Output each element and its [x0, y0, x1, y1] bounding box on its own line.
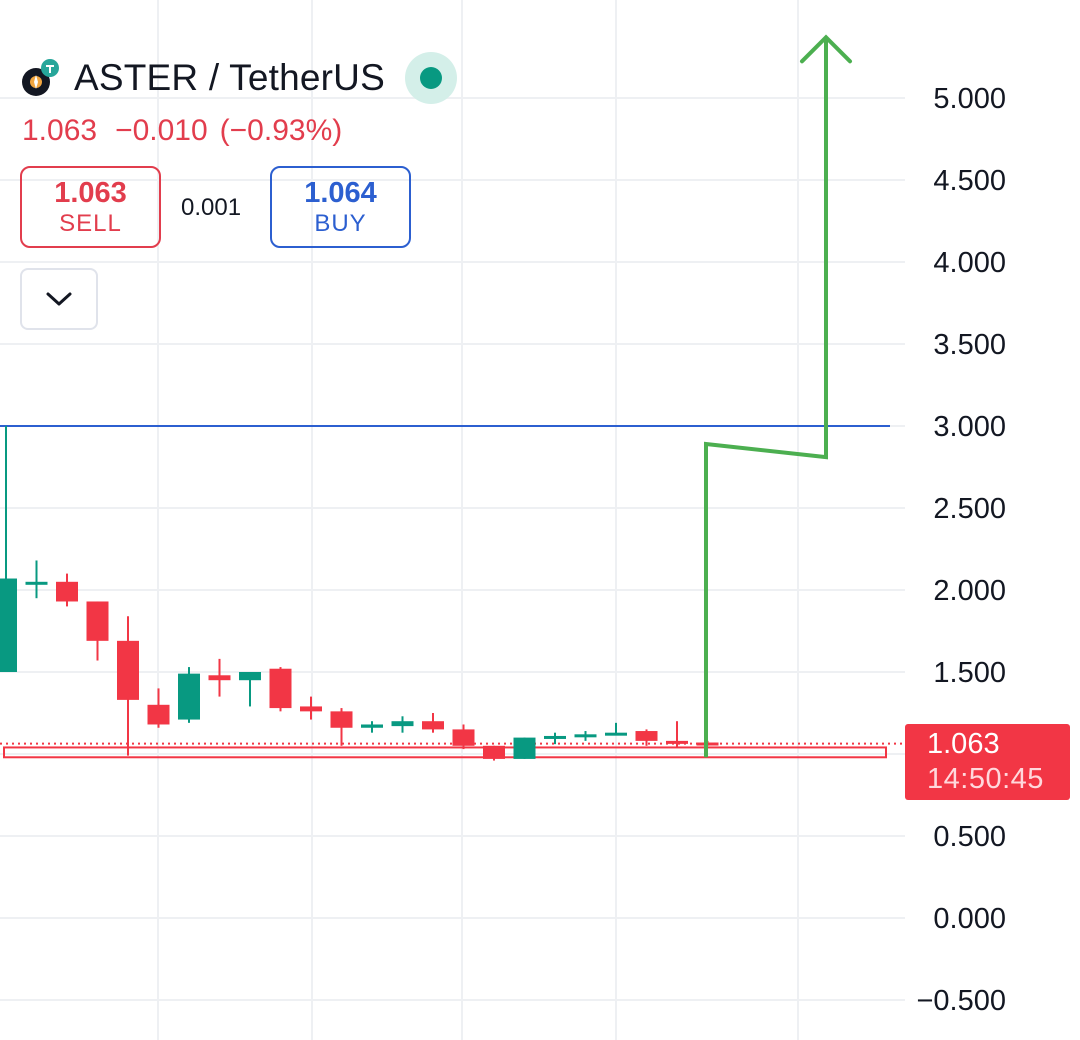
- axis-tick-label: 3.000: [933, 411, 1006, 443]
- sell-button[interactable]: 1.063 SELL: [20, 166, 161, 248]
- candle-up: [605, 722, 627, 736]
- collapse-button[interactable]: [20, 268, 98, 330]
- candle-body: [605, 732, 627, 736]
- candle-body: [178, 673, 200, 720]
- axis-tick-label: 2.500: [933, 493, 1006, 525]
- candle-up: [25, 560, 48, 599]
- candle-down: [666, 721, 688, 748]
- spread-value: 0.001: [181, 194, 242, 221]
- candle-up: [0, 426, 17, 672]
- axis-tick-label: 1.500: [933, 657, 1006, 689]
- candle-up: [513, 737, 536, 759]
- support-zone: [0, 742, 905, 759]
- candle-down: [208, 658, 231, 697]
- zone-rectangle: [3, 746, 887, 759]
- candles: [0, 426, 719, 761]
- aster-logo-icon: [22, 59, 59, 96]
- axis-tick-label: 4.000: [933, 247, 1006, 279]
- axis-tick-label: −0.500: [916, 985, 1006, 1017]
- candle-down: [483, 745, 505, 761]
- candle-body: [574, 734, 597, 738]
- axis-tick-label: 5.000: [933, 83, 1006, 115]
- buy-label: BUY: [314, 209, 367, 237]
- candle-body: [0, 578, 17, 672]
- candle-body: [86, 601, 109, 641]
- candle-up: [544, 732, 566, 745]
- candle-down: [117, 616, 139, 756]
- price-change-percent: (−0.93%): [219, 114, 343, 147]
- candle-body: [330, 711, 353, 728]
- candle-body: [269, 668, 292, 709]
- chevron-down-icon: [46, 292, 72, 306]
- candle-down: [635, 729, 658, 746]
- green-dot-icon: [419, 67, 442, 89]
- last-price: 1.063: [22, 114, 98, 147]
- candle-body: [635, 731, 658, 741]
- price-change-row: 1.063 −0.010 (−0.93%): [22, 114, 342, 148]
- candle-down: [452, 724, 475, 750]
- axis-tick-label: 0.000: [933, 903, 1006, 935]
- candle-body: [513, 737, 536, 759]
- candle-body: [483, 745, 505, 759]
- candle-down: [56, 573, 78, 607]
- candle-body: [208, 675, 231, 681]
- axis-tick-label: 2.000: [933, 575, 1006, 607]
- candle-body: [300, 706, 322, 712]
- candle-down: [147, 688, 170, 728]
- buy-price: 1.064: [304, 176, 377, 209]
- market-status-indicator[interactable]: [404, 52, 457, 104]
- price-axis[interactable]: 5.000 4.500 4.000 3.500 3.000 2.500 2.000 1.500…: [916, 83, 1006, 1017]
- candle-body: [666, 740, 688, 744]
- candle-body: [56, 581, 78, 602]
- sell-price: 1.063: [54, 176, 127, 209]
- buy-button[interactable]: 1.064 BUY: [270, 166, 411, 248]
- candle-down: [330, 708, 353, 746]
- axis-tick-label: 3.500: [933, 329, 1006, 361]
- price-change: −0.010: [115, 114, 208, 147]
- current-price-label: 1.063 14:50:45: [905, 724, 1070, 800]
- symbol-header: ASTER / TetherUS: [20, 52, 457, 104]
- candle-up: [361, 721, 383, 733]
- candle-body: [117, 640, 139, 700]
- candle-body: [391, 721, 414, 727]
- candle-body: [544, 735, 566, 739]
- axis-tick-label: 4.500: [933, 165, 1006, 197]
- candle-countdown: 14:50:45: [927, 763, 1044, 795]
- arrow-line: [704, 37, 828, 758]
- candle-body: [239, 672, 261, 681]
- candle-up: [574, 731, 597, 741]
- candle-body: [25, 581, 48, 585]
- drawn-arrow[interactable]: [704, 34, 852, 758]
- axis-tick-label: 0.500: [933, 821, 1006, 853]
- candle-up: [391, 716, 414, 733]
- candle-body: [361, 724, 383, 728]
- candle-body: [422, 721, 444, 730]
- current-price-value: 1.063: [927, 728, 1000, 761]
- candle-up: [239, 672, 261, 707]
- sell-label: SELL: [59, 209, 122, 237]
- candle-down: [300, 696, 322, 720]
- candle-up: [178, 667, 200, 723]
- grid: [0, 0, 905, 1040]
- candle-body: [452, 729, 475, 746]
- candle-body: [147, 704, 170, 725]
- candle-down: [86, 601, 109, 661]
- arrow-head: [800, 34, 852, 64]
- candle-down: [269, 667, 292, 712]
- candle-down: [422, 713, 444, 733]
- symbol-title[interactable]: ASTER / TetherUS: [74, 57, 385, 98]
